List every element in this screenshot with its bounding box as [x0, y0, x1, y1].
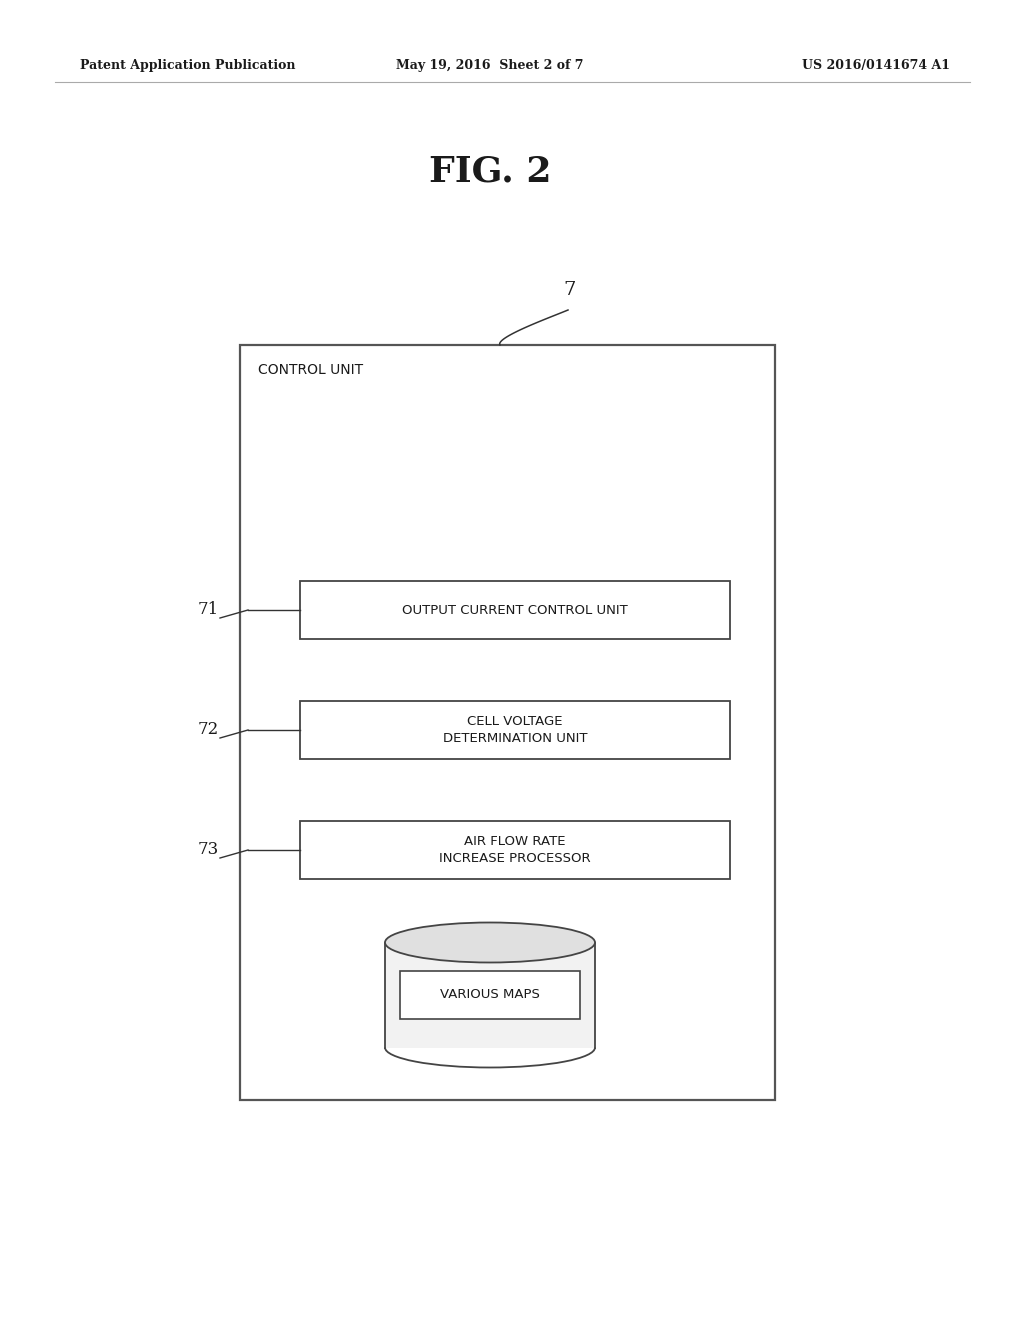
Bar [300, 581, 730, 639]
Bar [400, 972, 580, 1019]
Text: 73: 73 [198, 842, 219, 858]
Text: 72: 72 [198, 722, 219, 738]
Ellipse shape [385, 923, 595, 962]
Text: CONTROL UNIT: CONTROL UNIT [258, 363, 364, 378]
Text: VARIOUS MAPS: VARIOUS MAPS [440, 989, 540, 1002]
Text: AIR FLOW RATE
INCREASE PROCESSOR: AIR FLOW RATE INCREASE PROCESSOR [439, 836, 591, 865]
Text: 7: 7 [564, 281, 577, 300]
Text: Patent Application Publication: Patent Application Publication [80, 58, 296, 71]
Bar [240, 345, 775, 1100]
Text: CELL VOLTAGE
DETERMINATION UNIT: CELL VOLTAGE DETERMINATION UNIT [442, 715, 587, 744]
Bar [385, 942, 595, 1048]
Text: OUTPUT CURRENT CONTROL UNIT: OUTPUT CURRENT CONTROL UNIT [402, 603, 628, 616]
Bar [300, 701, 730, 759]
Text: US 2016/0141674 A1: US 2016/0141674 A1 [802, 58, 950, 71]
Text: FIG. 2: FIG. 2 [429, 154, 551, 189]
Text: May 19, 2016  Sheet 2 of 7: May 19, 2016 Sheet 2 of 7 [396, 58, 584, 71]
Text: 71: 71 [198, 602, 219, 619]
Bar [300, 821, 730, 879]
